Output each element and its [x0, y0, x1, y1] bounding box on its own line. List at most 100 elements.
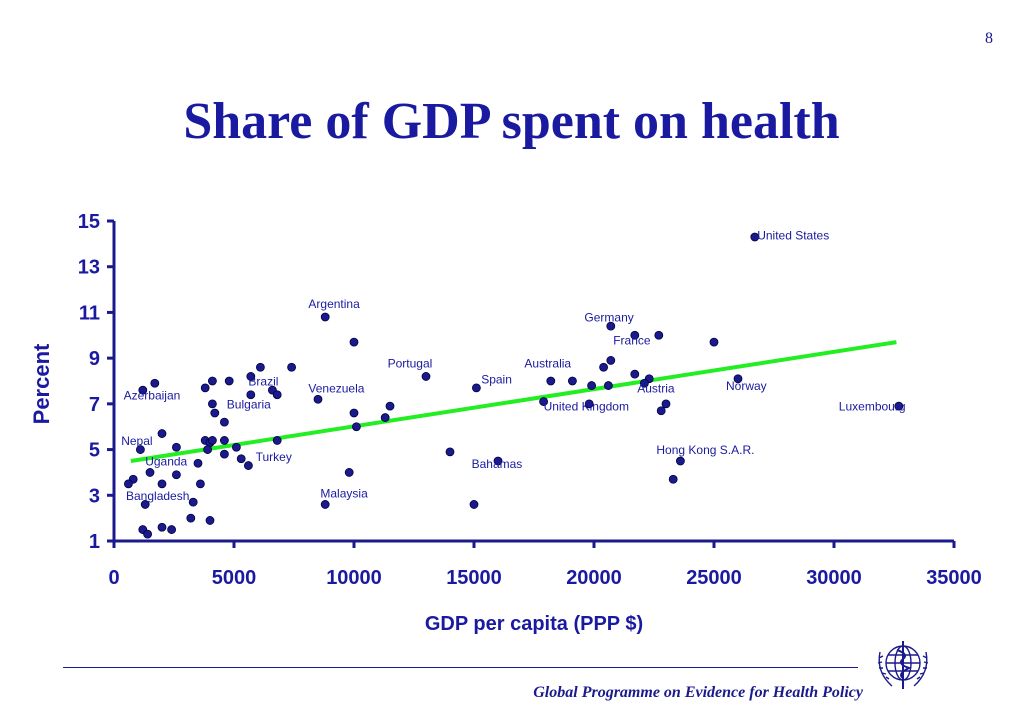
- data-point: [207, 436, 217, 445]
- data-point: [656, 406, 666, 416]
- point-label: Bulgaria: [227, 397, 271, 411]
- x-tick-label: 10000: [326, 567, 382, 589]
- data-point: [568, 376, 577, 386]
- footer-text: Global Programme on Evidence for Health …: [533, 684, 863, 701]
- data-point: [171, 442, 181, 452]
- data-point: [236, 454, 246, 464]
- data-point: [203, 445, 213, 454]
- data-point: [445, 447, 455, 457]
- x-axis-label: GDP per capita (PPP $): [425, 613, 643, 635]
- point-label: Bangladesh: [126, 489, 189, 503]
- data-point: [140, 500, 150, 509]
- y-tick-label: 9: [89, 348, 100, 370]
- point-label: Uganda: [145, 455, 187, 469]
- data-point: [157, 479, 167, 489]
- data-point: [167, 525, 177, 534]
- data-point: [205, 516, 215, 525]
- point-label: Bahamas: [472, 457, 523, 471]
- data-point: [493, 456, 503, 466]
- data-point: [157, 429, 167, 438]
- data-point: [224, 376, 234, 386]
- data-point: [661, 399, 671, 409]
- data-point: [344, 468, 354, 477]
- data-point: [640, 378, 649, 388]
- data-point: [219, 436, 229, 445]
- data-point: [219, 449, 229, 459]
- chart-axes: [107, 219, 956, 548]
- data-point: [380, 413, 390, 422]
- data-point: [231, 442, 241, 452]
- x-tick-label: 35000: [926, 567, 982, 589]
- x-tick-label: 0: [108, 567, 119, 589]
- data-point: [157, 522, 167, 532]
- x-tick-label: 5000: [212, 567, 257, 589]
- data-point: [539, 397, 548, 406]
- data-point: [207, 399, 217, 409]
- y-tick-label: 15: [78, 211, 100, 233]
- y-tick-label: 3: [89, 485, 100, 507]
- y-axis-label: Percent: [29, 343, 54, 424]
- data-point: [171, 470, 181, 480]
- point-label: United Kingdom: [544, 400, 629, 414]
- point-label: Austria: [637, 381, 675, 395]
- data-point: [599, 362, 608, 372]
- data-point: [207, 376, 217, 386]
- data-point: [246, 372, 256, 381]
- point-label: Argentina: [308, 297, 360, 311]
- data-point: [733, 374, 743, 384]
- data-point: [709, 337, 719, 347]
- data-point: [246, 390, 256, 400]
- x-tick-label: 15000: [446, 567, 502, 589]
- point-label: Malaysia: [320, 487, 368, 501]
- x-tick-label: 25000: [686, 567, 742, 589]
- point-label: Brazil: [248, 375, 278, 389]
- y-tick-label: 7: [89, 394, 100, 416]
- data-point: [143, 529, 153, 539]
- point-label: Luxembourg: [839, 400, 906, 414]
- y-tick-label: 11: [79, 302, 100, 324]
- data-point: [385, 401, 395, 411]
- footer-divider: [63, 667, 858, 668]
- x-tick-label: 30000: [806, 567, 862, 589]
- scatter-chart: United States Argentina Germany France Portu…: [29, 211, 982, 635]
- point-label: Venezuela: [308, 381, 364, 395]
- point-label: Germany: [584, 311, 633, 325]
- data-point: [320, 312, 330, 322]
- data-point: [421, 372, 431, 381]
- data-point: [200, 383, 210, 393]
- data-point: [668, 474, 678, 484]
- data-point: [255, 362, 265, 372]
- point-labels: United States Argentina Germany France Portu…: [121, 228, 905, 503]
- point-label: Azerbaijan: [124, 388, 181, 402]
- data-point: [243, 461, 253, 470]
- data-point: [471, 383, 481, 393]
- data-point: [210, 408, 220, 418]
- point-label: Spain: [481, 372, 512, 386]
- data-point: [123, 479, 133, 489]
- data-point: [654, 330, 664, 340]
- data-point: [272, 436, 282, 445]
- data-point: [894, 401, 904, 411]
- page-number: 8: [985, 30, 993, 47]
- data-point: [287, 362, 297, 372]
- data-point: [150, 378, 160, 388]
- data-point: [351, 422, 361, 432]
- x-tick-label: 20000: [566, 567, 622, 589]
- data-point: [676, 456, 685, 466]
- data-point: [193, 458, 203, 468]
- data-point: [604, 381, 613, 390]
- data-point: [750, 232, 760, 242]
- data-point: [320, 500, 330, 509]
- data-point: [630, 330, 640, 340]
- data-point: [145, 468, 155, 477]
- point-label: Portugal: [388, 356, 433, 370]
- data-point: [313, 394, 323, 404]
- tick-labels: 0 5000 10000 15000 20000 25000 30000 3500013579…: [78, 211, 982, 589]
- slide-title: Share of GDP spent on health: [183, 93, 840, 150]
- data-point: [630, 369, 640, 379]
- data-point: [606, 321, 616, 331]
- who-emblem-icon: [877, 641, 929, 689]
- y-tick-label: 13: [78, 257, 100, 279]
- data-point: [349, 408, 359, 418]
- point-label: France: [613, 333, 651, 347]
